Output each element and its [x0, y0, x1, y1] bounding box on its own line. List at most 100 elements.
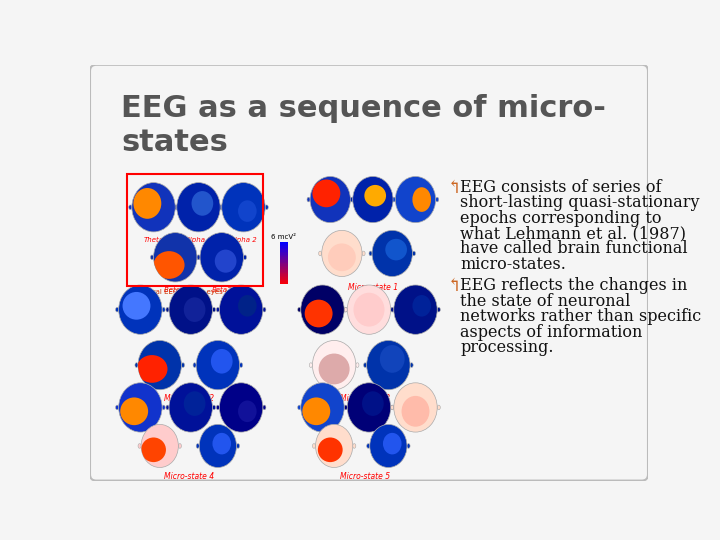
- Bar: [280, 242, 287, 244]
- Ellipse shape: [138, 340, 181, 390]
- Ellipse shape: [351, 197, 354, 202]
- Ellipse shape: [392, 197, 395, 202]
- Bar: [280, 280, 287, 281]
- Ellipse shape: [372, 231, 413, 276]
- Ellipse shape: [141, 437, 166, 462]
- Ellipse shape: [407, 444, 410, 448]
- Ellipse shape: [391, 307, 394, 312]
- Ellipse shape: [222, 183, 265, 232]
- Ellipse shape: [197, 255, 200, 260]
- Ellipse shape: [318, 437, 343, 462]
- Text: short-lasting quasi-stationary: short-lasting quasi-stationary: [461, 194, 700, 211]
- Ellipse shape: [238, 401, 256, 422]
- Bar: [280, 269, 287, 270]
- Ellipse shape: [150, 255, 153, 260]
- Bar: [280, 274, 287, 276]
- Ellipse shape: [319, 251, 322, 256]
- Text: what Lehmann et al. (1987): what Lehmann et al. (1987): [461, 225, 686, 242]
- Ellipse shape: [344, 307, 347, 312]
- Ellipse shape: [175, 205, 179, 210]
- Ellipse shape: [310, 363, 312, 367]
- Ellipse shape: [177, 183, 220, 232]
- Ellipse shape: [302, 397, 330, 425]
- Ellipse shape: [199, 424, 236, 468]
- Ellipse shape: [391, 405, 394, 410]
- Ellipse shape: [220, 383, 263, 432]
- Bar: [280, 245, 287, 246]
- Ellipse shape: [174, 205, 177, 210]
- Bar: [280, 277, 287, 279]
- Ellipse shape: [312, 179, 341, 207]
- Text: EEG as a sequence of micro-: EEG as a sequence of micro-: [121, 94, 606, 123]
- Bar: [280, 263, 287, 265]
- Bar: [280, 259, 287, 260]
- Ellipse shape: [238, 200, 256, 222]
- Ellipse shape: [184, 298, 205, 322]
- Ellipse shape: [297, 405, 301, 410]
- Ellipse shape: [297, 307, 301, 312]
- Bar: [280, 253, 287, 254]
- Ellipse shape: [211, 349, 233, 374]
- Ellipse shape: [366, 340, 410, 390]
- Ellipse shape: [350, 197, 353, 202]
- Ellipse shape: [413, 251, 415, 256]
- Ellipse shape: [347, 285, 391, 334]
- Ellipse shape: [169, 285, 212, 334]
- Ellipse shape: [129, 205, 132, 210]
- Ellipse shape: [315, 424, 353, 468]
- Ellipse shape: [393, 197, 396, 202]
- Ellipse shape: [410, 363, 413, 367]
- Text: EEG reflects the changes in: EEG reflects the changes in: [461, 278, 688, 294]
- Ellipse shape: [364, 185, 386, 206]
- Ellipse shape: [184, 392, 205, 416]
- Ellipse shape: [132, 183, 175, 232]
- Bar: [280, 272, 287, 273]
- Ellipse shape: [354, 293, 384, 327]
- Bar: [280, 276, 287, 277]
- Ellipse shape: [141, 424, 179, 468]
- Text: 6 mcV²: 6 mcV²: [271, 234, 296, 240]
- Ellipse shape: [236, 444, 240, 448]
- Bar: [280, 244, 287, 245]
- Ellipse shape: [328, 244, 356, 271]
- Ellipse shape: [193, 363, 196, 367]
- Ellipse shape: [307, 197, 310, 202]
- Ellipse shape: [347, 383, 391, 432]
- Ellipse shape: [263, 307, 266, 312]
- Ellipse shape: [344, 307, 347, 312]
- Ellipse shape: [353, 177, 393, 222]
- Ellipse shape: [395, 177, 436, 222]
- Ellipse shape: [238, 295, 256, 316]
- Ellipse shape: [137, 355, 168, 383]
- Ellipse shape: [192, 191, 213, 215]
- Ellipse shape: [220, 285, 263, 334]
- Ellipse shape: [153, 251, 184, 279]
- Ellipse shape: [240, 363, 243, 367]
- Text: Micro-state 3: Micro-state 3: [340, 394, 390, 403]
- Text: the state of neuronal: the state of neuronal: [461, 293, 631, 310]
- Bar: [280, 251, 287, 252]
- Text: networks rather than specific: networks rather than specific: [461, 308, 702, 325]
- Ellipse shape: [138, 444, 141, 448]
- Ellipse shape: [166, 307, 169, 312]
- Ellipse shape: [162, 405, 165, 410]
- Ellipse shape: [310, 177, 351, 222]
- Ellipse shape: [344, 405, 347, 410]
- Bar: [280, 258, 287, 259]
- Ellipse shape: [369, 251, 372, 256]
- Ellipse shape: [344, 405, 347, 410]
- Ellipse shape: [312, 444, 315, 448]
- Bar: [280, 246, 287, 247]
- Ellipse shape: [162, 307, 165, 312]
- Ellipse shape: [362, 251, 365, 256]
- Ellipse shape: [212, 307, 215, 312]
- Bar: [280, 247, 287, 249]
- Text: micro-states.: micro-states.: [461, 256, 567, 273]
- Text: Micro-state 5: Micro-state 5: [340, 472, 390, 481]
- Ellipse shape: [385, 239, 407, 260]
- Bar: [280, 256, 287, 258]
- Ellipse shape: [215, 249, 236, 273]
- Ellipse shape: [322, 231, 362, 276]
- Ellipse shape: [116, 405, 119, 410]
- Ellipse shape: [413, 295, 431, 316]
